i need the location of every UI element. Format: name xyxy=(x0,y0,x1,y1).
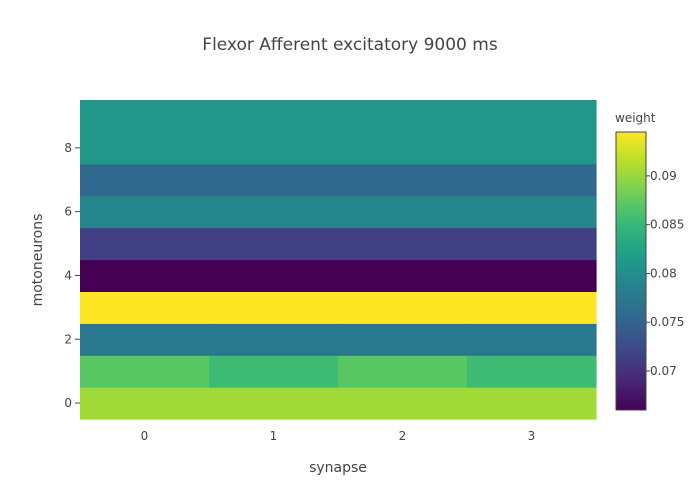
y-tick-label: 0 xyxy=(64,396,72,410)
chart-title: Flexor Afferent excitatory 9000 ms xyxy=(202,35,498,55)
x-tick-label: 1 xyxy=(270,429,278,443)
y-tick-label: 4 xyxy=(64,268,72,282)
colorbar-ticks: 0.07 0.075 0.08 0.085 0.09 xyxy=(646,169,684,378)
x-tick-label: 2 xyxy=(399,429,407,443)
x-axis-label: synapse xyxy=(309,460,367,476)
heatmap-cell xyxy=(338,131,468,165)
colorbar-tick-label: 0.075 xyxy=(650,315,684,329)
heatmap-cell xyxy=(80,131,210,165)
heatmap-cells xyxy=(80,100,597,420)
heatmap-cell xyxy=(467,163,597,197)
heatmap-cell xyxy=(467,195,597,229)
heatmap-cell xyxy=(338,259,468,292)
heatmap-cell xyxy=(467,387,597,420)
heatmap-cell xyxy=(209,227,339,261)
heatmap-cell xyxy=(209,323,339,356)
heatmap-cell xyxy=(467,259,597,292)
heatmap-cell xyxy=(209,195,339,229)
x-axis-ticks: 0 1 2 3 xyxy=(141,429,536,443)
heatmap-cell xyxy=(338,387,468,420)
heatmap-cell xyxy=(209,355,339,388)
heatmap-cell xyxy=(209,291,339,324)
heatmap-cell xyxy=(209,131,339,165)
colorbar-title: weight xyxy=(615,111,656,125)
y-tick-label: 2 xyxy=(64,332,72,346)
heatmap-cell xyxy=(80,100,210,133)
y-tick-label: 6 xyxy=(64,205,72,219)
heatmap-cell xyxy=(467,291,597,324)
y-tick-label: 8 xyxy=(64,141,72,155)
x-tick-label: 3 xyxy=(528,429,536,443)
heatmap-cell xyxy=(338,227,468,261)
heatmap-cell xyxy=(467,131,597,165)
heatmap-cell xyxy=(209,387,339,420)
heatmap-cell xyxy=(80,355,210,388)
heatmap-cell xyxy=(467,227,597,261)
x-tick-label: 0 xyxy=(141,429,149,443)
colorbar-tick-label: 0.085 xyxy=(650,218,684,232)
colorbar-gradient xyxy=(615,131,647,411)
colorbar-tick-label: 0.09 xyxy=(650,169,677,183)
heatmap-cell xyxy=(80,195,210,229)
y-axis-label: motoneurons xyxy=(30,214,46,307)
heatmap-cell xyxy=(338,323,468,356)
heatmap-cell xyxy=(467,323,597,356)
heatmap-cell xyxy=(338,195,468,229)
heatmap-cell xyxy=(467,355,597,388)
heatmap-cell xyxy=(209,100,339,133)
y-axis-ticks: 0 2 4 6 8 xyxy=(64,141,80,410)
heatmap-cell xyxy=(80,259,210,292)
heatmap-cell xyxy=(338,100,468,133)
heatmap-cell xyxy=(338,291,468,324)
colorbar-tick-label: 0.07 xyxy=(650,364,677,378)
heatmap-cell xyxy=(467,100,597,133)
colorbar: weight 0.07 0.075 0.08 0.085 0.09 xyxy=(615,111,684,411)
heatmap-cell xyxy=(209,259,339,292)
heatmap-cell xyxy=(80,291,210,324)
heatmap-cell xyxy=(80,227,210,261)
colorbar-tick-label: 0.08 xyxy=(650,266,677,280)
heatmap-cell xyxy=(80,163,210,197)
heatmap-cell xyxy=(80,387,210,420)
heatmap-cell xyxy=(338,355,468,388)
heatmap-cell xyxy=(338,163,468,197)
heatmap-cell xyxy=(209,163,339,197)
heatmap-cell xyxy=(80,323,210,356)
